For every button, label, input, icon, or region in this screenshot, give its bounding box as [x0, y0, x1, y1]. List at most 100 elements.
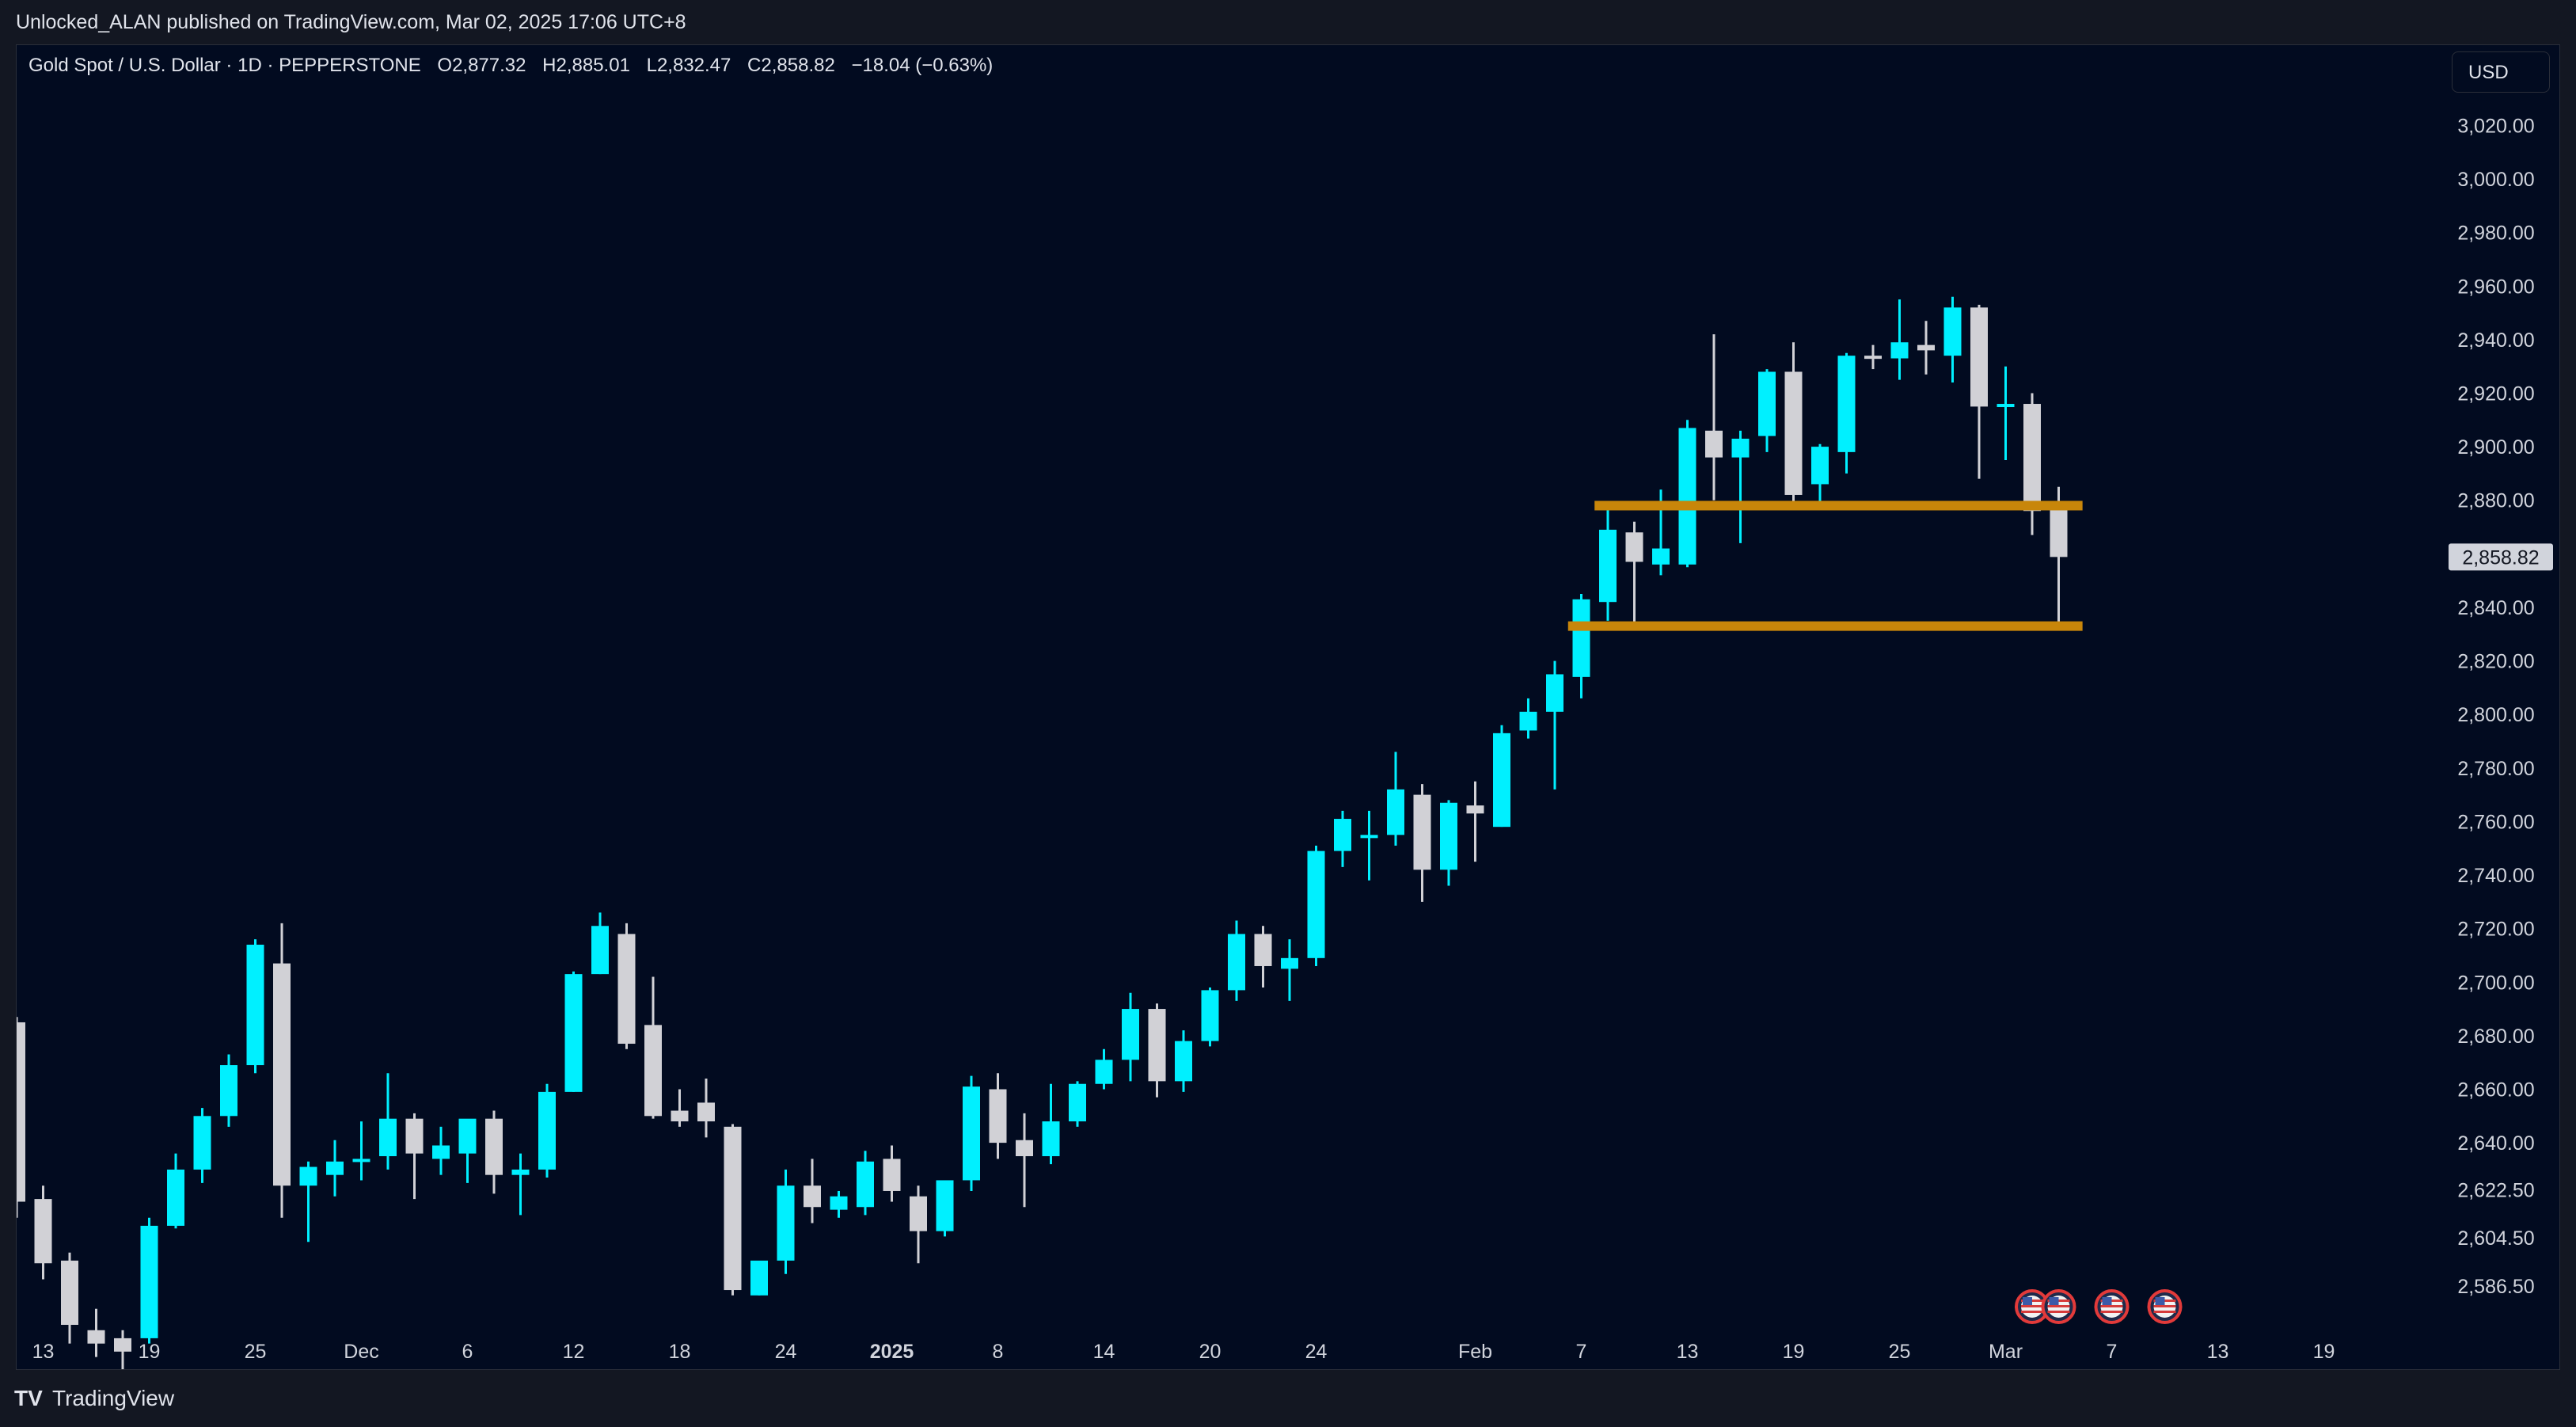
open-label: O — [437, 55, 453, 76]
candle-body[interactable] — [193, 1116, 211, 1170]
candle-body[interactable] — [644, 1025, 662, 1117]
currency-button[interactable]: USD — [2452, 51, 2550, 93]
candle-body[interactable] — [538, 1091, 556, 1170]
candle-body[interactable] — [1201, 990, 1219, 1041]
candle-body[interactable] — [617, 934, 636, 1045]
footer-brand[interactable]: TradingView — [52, 1386, 175, 1410]
candle-body[interactable] — [1228, 934, 1245, 991]
candle-body[interactable] — [485, 1118, 503, 1175]
us-flag-event-icon[interactable] — [2041, 1289, 2076, 1324]
candle-body[interactable] — [379, 1118, 397, 1157]
price-chart[interactable]: 3,040.003,020.003,000.002,980.002,960.00… — [17, 45, 2559, 1369]
candle-body[interactable] — [724, 1126, 742, 1291]
candle-body[interactable] — [352, 1159, 370, 1163]
candle-body[interactable] — [1466, 805, 1484, 814]
y-axis-tick-label: 2,700.00 — [2457, 972, 2534, 994]
candle-body[interactable] — [1652, 548, 1670, 565]
candle-body[interactable] — [1307, 850, 1325, 958]
candle-body[interactable] — [220, 1065, 237, 1117]
candle-body[interactable] — [1599, 529, 1617, 603]
candle-body[interactable] — [936, 1180, 954, 1231]
us-flag-event-icon[interactable] — [2094, 1289, 2130, 1324]
candle-body[interactable] — [299, 1166, 317, 1186]
candle-body[interactable] — [1519, 711, 1537, 731]
horizontal-level-line[interactable] — [1594, 500, 2083, 511]
candle-body[interactable] — [1148, 1009, 1166, 1082]
candle-body[interactable] — [2023, 404, 2041, 512]
candle-body[interactable] — [1890, 342, 1909, 359]
low-value: 2,832.47 — [656, 55, 731, 76]
candle-body[interactable] — [1493, 733, 1510, 828]
candle-body[interactable] — [883, 1159, 901, 1191]
candle-body[interactable] — [2050, 507, 2068, 557]
candle-body[interactable] — [989, 1089, 1007, 1144]
candle-body[interactable] — [804, 1185, 821, 1208]
candle-body[interactable] — [140, 1225, 158, 1338]
y-axis-tick-label: 2,660.00 — [2457, 1079, 2534, 1101]
candle-body[interactable] — [1095, 1060, 1113, 1084]
candle-body[interactable] — [1811, 447, 1829, 485]
y-axis-tick-label: 2,780.00 — [2457, 758, 2534, 780]
candle-body[interactable] — [830, 1196, 848, 1210]
candle-body[interactable] — [1572, 599, 1590, 677]
candle-body[interactable] — [1864, 356, 1882, 360]
candle-body[interactable] — [750, 1260, 768, 1296]
candle-body[interactable] — [963, 1086, 980, 1181]
x-axis-tick-label: 7 — [1576, 1341, 1587, 1363]
x-axis-tick-label: 7 — [2107, 1341, 2118, 1363]
candle-body[interactable] — [326, 1161, 344, 1175]
candle-body[interactable] — [1069, 1083, 1086, 1122]
y-axis-tick-label: 2,622.50 — [2457, 1179, 2534, 1201]
candle-body[interactable] — [1917, 344, 1935, 351]
candle-body[interactable] — [671, 1110, 689, 1122]
candle-body[interactable] — [1678, 428, 1696, 565]
candle-body[interactable] — [34, 1199, 52, 1264]
candle-body[interactable] — [1254, 934, 1272, 966]
candle-body[interactable] — [1042, 1121, 1060, 1157]
us-flag-event-icon[interactable] — [2147, 1289, 2183, 1324]
candle-body[interactable] — [1784, 371, 1803, 495]
candle-body[interactable] — [1758, 371, 1776, 436]
candle-body[interactable] — [1546, 674, 1563, 712]
candle-body[interactable] — [273, 963, 291, 1186]
y-axis-tick-label: 2,940.00 — [2457, 329, 2534, 352]
change-value: −18.04 (−0.63%) — [851, 55, 994, 76]
candle-body[interactable] — [1440, 802, 1457, 870]
candle-body[interactable] — [1122, 1009, 1139, 1060]
candle-body[interactable] — [1731, 438, 1750, 458]
candle-body[interactable] — [1970, 307, 1988, 407]
horizontal-level-line[interactable] — [1567, 621, 2083, 631]
candle-body[interactable] — [1175, 1041, 1192, 1082]
candle-body[interactable] — [1997, 404, 2015, 408]
candle-body[interactable] — [167, 1169, 184, 1226]
candle-body[interactable] — [1334, 819, 1351, 851]
candle-body[interactable] — [1281, 957, 1298, 969]
candle-body[interactable] — [405, 1118, 424, 1154]
candle-body[interactable] — [87, 1330, 105, 1344]
candle-body[interactable] — [511, 1169, 530, 1175]
candle-body[interactable] — [1625, 532, 1643, 562]
candle-body[interactable] — [458, 1118, 477, 1154]
candle-body[interactable] — [1016, 1140, 1033, 1157]
candle-body[interactable] — [1943, 307, 1962, 356]
tradingview-logo-icon[interactable]: TV — [14, 1386, 43, 1410]
candle-body[interactable] — [114, 1338, 131, 1352]
candle-body[interactable] — [1837, 356, 1856, 452]
candle-body[interactable] — [564, 974, 583, 1092]
candle-body[interactable] — [61, 1260, 78, 1325]
candle-body[interactable] — [1360, 835, 1378, 839]
candle-body[interactable] — [17, 1022, 25, 1202]
x-axis-tick-label: 19 — [2313, 1341, 2335, 1363]
candle-body[interactable] — [1413, 794, 1431, 870]
candle-body[interactable] — [432, 1145, 450, 1159]
x-axis-tick-label: 19 — [1783, 1341, 1805, 1363]
candle-body[interactable] — [591, 926, 609, 975]
candle-body[interactable] — [1705, 430, 1723, 458]
candle-body[interactable] — [777, 1185, 795, 1261]
candle-body[interactable] — [857, 1161, 874, 1208]
candle-body[interactable] — [697, 1102, 715, 1122]
chart-pane[interactable]: 3,040.003,020.003,000.002,980.002,960.00… — [16, 44, 2560, 1370]
candle-body[interactable] — [1387, 789, 1404, 835]
candle-body[interactable] — [246, 944, 264, 1066]
candle-body[interactable] — [910, 1196, 927, 1231]
